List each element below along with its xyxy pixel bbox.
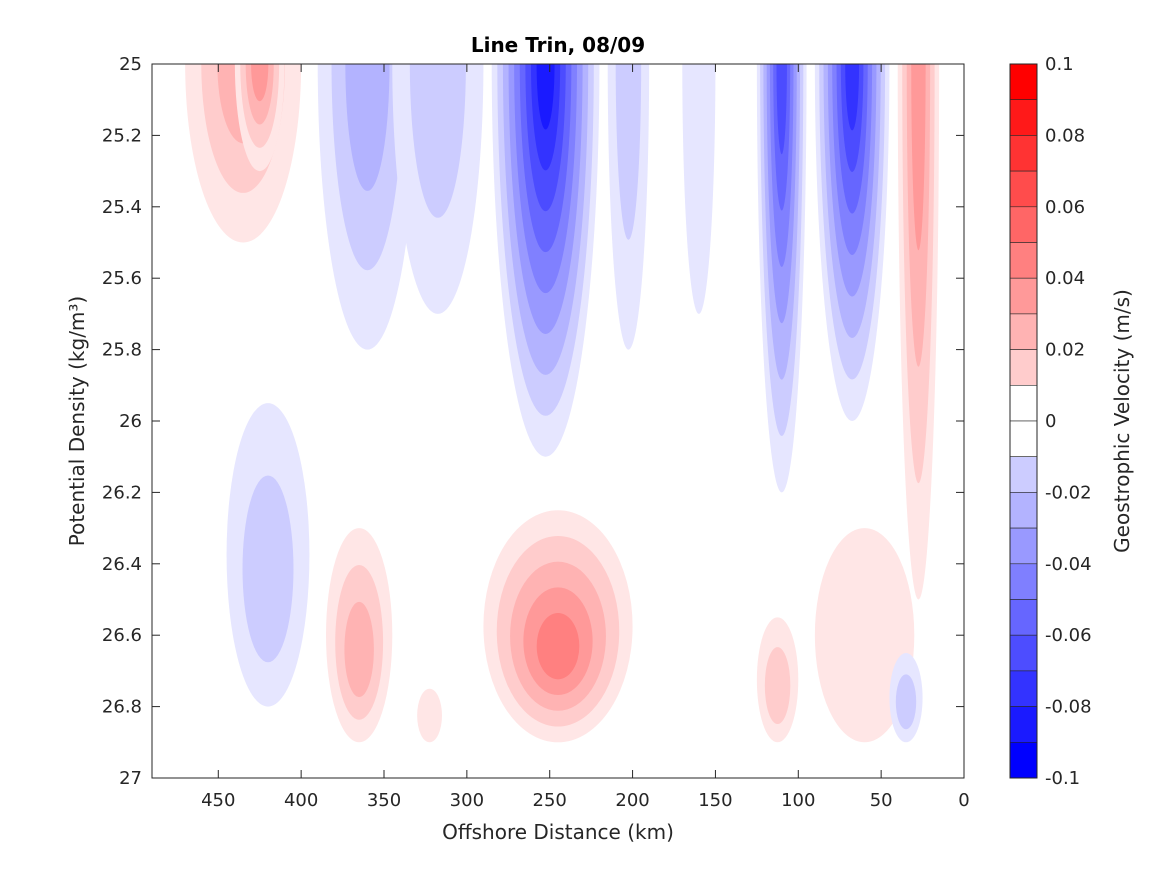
velocity-feature xyxy=(417,688,443,743)
x-tick-label: 300 xyxy=(450,790,484,811)
colorbar-segment xyxy=(1009,634,1038,672)
colorbar-segment xyxy=(1009,242,1038,279)
colorbar-segment xyxy=(1009,741,1038,779)
colorbar-segment xyxy=(1009,277,1038,315)
colorbar-segment xyxy=(1009,492,1038,529)
y-tick-label: 26.6 xyxy=(102,625,142,646)
x-tick-label: 400 xyxy=(284,790,318,811)
contour-level xyxy=(615,64,642,240)
x-tick-label: 450 xyxy=(201,790,235,811)
velocity-feature xyxy=(756,617,799,743)
colorbar-segment xyxy=(1009,63,1038,101)
velocity-feature xyxy=(326,528,393,743)
colorbar-segment xyxy=(1009,706,1038,743)
y-tick-label: 25.8 xyxy=(102,340,142,361)
colorbar-segment xyxy=(1009,384,1038,422)
x-tick-label: 150 xyxy=(698,790,732,811)
velocity-feature xyxy=(897,64,940,600)
x-tick-label: 50 xyxy=(870,790,893,811)
colorbar-tick-label: -0.02 xyxy=(1045,482,1092,503)
contour-level xyxy=(895,674,917,730)
colorbar-tick-label: 0.08 xyxy=(1045,125,1085,146)
contour-level xyxy=(814,528,915,743)
colorbar-segment xyxy=(1009,170,1038,208)
y-tick-label: 26 xyxy=(119,411,142,432)
contour-level xyxy=(417,688,443,743)
colorbar-tick-label: 0.04 xyxy=(1045,268,1085,289)
colorbar-segment xyxy=(1009,563,1038,600)
contour-level xyxy=(911,64,926,251)
y-tick-label: 25 xyxy=(119,54,142,75)
velocity-feature xyxy=(317,64,418,350)
colorbar-tick-label: -0.08 xyxy=(1045,697,1092,718)
colorbar: 0.1 0.08 0.06 0.04 0.02 0 -0.02 -0.04 -0.06 -0.08… xyxy=(1009,54,1092,789)
contour-level xyxy=(845,64,860,131)
velocity-feature xyxy=(756,64,807,493)
y-axis: 25 25.2 25.4 25.6 25.8 26 26.2 26.4 26.6 26.8 27 xyxy=(102,54,964,789)
velocity-feature xyxy=(491,64,600,457)
x-tick-label: 100 xyxy=(781,790,815,811)
colorbar-segment xyxy=(1009,599,1038,636)
colorbar-tick-label: 0.06 xyxy=(1045,197,1085,218)
colorbar-segment xyxy=(1009,527,1038,565)
colorbar-segment xyxy=(1009,420,1038,458)
colorbar-segment xyxy=(1009,135,1038,172)
y-axis-label: Potential Density (kg/m³) xyxy=(65,296,89,547)
colorbar-segment xyxy=(1009,670,1038,707)
contour-level xyxy=(764,647,791,725)
y-tick-label: 27 xyxy=(119,768,142,789)
colorbar-tick-label: 0.1 xyxy=(1045,54,1074,75)
colorbar-segment xyxy=(1009,456,1038,493)
contour-level xyxy=(536,64,555,130)
contour-level xyxy=(776,64,787,155)
x-axis: 450 400 350 300 250 200 150 100 50 0 xyxy=(201,64,970,811)
x-tick-label: 350 xyxy=(367,790,401,811)
contour-level xyxy=(344,601,374,698)
contour-level xyxy=(345,64,390,191)
plot-area xyxy=(151,63,965,779)
velocity-feature xyxy=(392,64,484,314)
y-tick-label: 26.2 xyxy=(102,482,142,503)
contour-level xyxy=(251,64,269,102)
velocity-feature xyxy=(682,64,716,314)
colorbar-segment xyxy=(1009,349,1038,386)
contour-level xyxy=(536,613,580,680)
colorbar-segment xyxy=(1009,99,1038,136)
velocity-feature xyxy=(814,528,915,743)
contour-level xyxy=(242,475,294,663)
x-tick-label: 250 xyxy=(533,790,567,811)
velocity-feature xyxy=(814,64,890,421)
y-tick-label: 26.8 xyxy=(102,697,142,718)
colorbar-frame xyxy=(1009,63,1038,779)
y-tick-label: 25.6 xyxy=(102,268,142,289)
colorbar-label: Geostrophic Velocity (m/s) xyxy=(1110,289,1134,553)
colorbar-tick-label: -0.06 xyxy=(1045,625,1092,646)
x-tick-label: 0 xyxy=(958,790,969,811)
velocity-feature xyxy=(607,64,650,350)
colorbar-segment xyxy=(1009,206,1038,243)
contour-level xyxy=(409,64,466,218)
chart-title: Line Trin, 08/09 xyxy=(471,33,645,57)
velocity-feature xyxy=(226,403,310,707)
colorbar-tick-label: 0 xyxy=(1045,411,1056,432)
y-tick-label: 26.4 xyxy=(102,554,142,575)
colorbar-tick-label: 0.02 xyxy=(1045,340,1085,361)
colorbar-segment xyxy=(1009,313,1038,350)
x-axis-label: Offshore Distance (km) xyxy=(442,820,674,844)
y-tick-label: 25.2 xyxy=(102,125,142,146)
velocity-feature xyxy=(483,510,633,743)
velocity-feature xyxy=(234,64,285,172)
colorbar-tick-label: -0.1 xyxy=(1045,768,1080,789)
colorbar-tick-label: -0.04 xyxy=(1045,554,1092,575)
velocity-feature xyxy=(889,653,923,743)
y-tick-label: 25.4 xyxy=(102,197,142,218)
contour-level xyxy=(682,64,716,314)
x-tick-label: 200 xyxy=(615,790,649,811)
